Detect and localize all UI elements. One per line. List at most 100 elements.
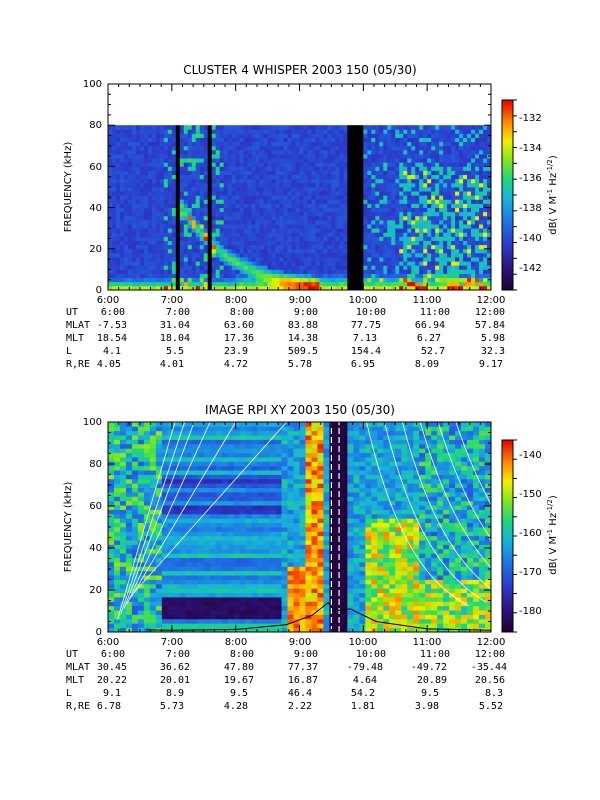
heatmap-cell [271,191,276,196]
heatmap-cell [139,215,145,221]
heatmap-cell [115,154,121,159]
heatmap-cell [111,195,117,200]
heatmap-cell [161,509,169,515]
heatmap-cell [191,592,199,598]
ephemeris-row-label: R,RE [66,359,90,370]
heatmap-cell [343,277,348,283]
heatmap-cell [323,207,328,213]
heatmap-cell [463,236,468,241]
heatmap-cell [391,261,396,266]
heatmap-cell [127,133,133,138]
heatmap-cell [271,285,276,291]
heatmap-cell [108,265,113,270]
heatmap-cell [339,145,344,151]
heatmap-cell [283,195,288,200]
heatmap-cell [487,191,492,196]
heatmap-cell [199,182,205,188]
heatmap-cell [143,232,149,237]
heatmap-cell [113,522,121,528]
heatmap-cell [113,601,121,607]
heatmap-cell [139,166,145,171]
heatmap-cell [395,191,400,196]
heatmap-cell [319,232,324,237]
heatmap-cell [419,257,424,262]
heatmap-cell [411,154,416,159]
heatmap-cell [295,170,300,176]
heatmap-cell [343,145,348,151]
heatmap-cell [271,203,276,208]
heatmap-cell [275,224,280,229]
heatmap-cell [311,244,316,250]
heatmap-cell [423,182,428,188]
heatmap-cell [149,623,157,629]
heatmap-cell [131,618,139,624]
heatmap-cell [463,137,468,143]
heatmap-cell [343,261,348,266]
heatmap-cell [367,240,372,246]
heatmap-cell [295,277,300,283]
heatmap-cell [255,137,260,143]
heatmap-cell [115,277,121,283]
heatmap-cell [239,269,245,274]
heatmap-cell [383,281,388,287]
heatmap-cell [209,500,217,506]
heatmap-cell [235,191,241,196]
heatmap-cell [215,137,221,143]
heatmap-cell [343,174,348,180]
heatmap-cell [135,170,141,176]
heatmap-cell [431,191,436,196]
heatmap-cell [187,170,193,176]
heatmap-cell [431,244,436,250]
heatmap-cell [131,597,139,602]
heatmap-cell [227,207,233,213]
heatmap-cell [459,281,464,287]
heatmap-cell [359,129,364,134]
heatmap-cell [223,232,229,237]
heatmap-cell [139,244,145,250]
heatmap-cell [247,158,253,163]
heatmap-cell [231,248,237,254]
heatmap-cell [363,232,368,237]
heatmap-cell [221,509,229,515]
heatmap-cell [287,277,292,283]
heatmap-cell [231,257,237,262]
heatmap-cell [315,219,320,225]
heatmap-cell [451,261,456,266]
heatmap-cell [279,207,284,213]
heatmap-cell [351,252,356,258]
heatmap-cell [139,232,145,237]
heatmap-cell [375,285,380,291]
heatmap-cell [435,261,440,266]
heatmap-cell [423,145,428,151]
heatmap-cell [209,592,217,598]
heatmap-cell [247,137,253,143]
heatmap-cell [223,219,229,225]
heatmap-cell [207,187,213,192]
heatmap-cell [443,281,448,287]
heatmap-cell [159,170,165,176]
heatmap-cell [339,191,344,196]
heatmap-cell [215,154,221,159]
heatmap-cell [415,145,420,151]
heatmap-cell [119,281,125,287]
heatmap-cell [455,285,460,291]
heatmap-cell [427,261,432,266]
heatmap-cell [267,219,272,225]
heatmap-cell [147,224,153,229]
heatmap-cell [363,285,368,291]
heatmap-cell [127,154,133,159]
heatmap-cell [173,605,181,611]
heatmap-cell [259,265,264,270]
heatmap-cell [131,592,139,598]
heatmap-cell [167,492,175,497]
heatmap-cell [323,277,328,283]
heatmap-cell [173,470,181,475]
heatmap-cell [247,236,253,241]
heatmap-cell [431,149,436,155]
heatmap-cell [135,273,141,279]
heatmap-cell [191,195,197,200]
heatmap-cell [275,273,280,279]
heatmap-cell [411,207,416,213]
heatmap-cell [108,252,113,258]
heatmap-cell [143,125,149,130]
